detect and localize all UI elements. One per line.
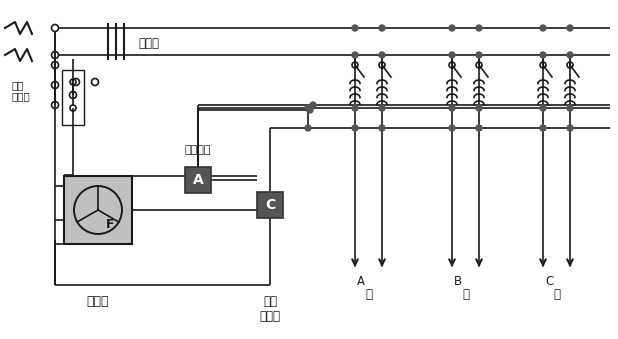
Circle shape [305,125,311,131]
Text: C: C [265,198,275,212]
Circle shape [305,105,311,111]
Circle shape [540,25,546,31]
Text: A: A [193,173,203,187]
Circle shape [476,52,482,58]
Circle shape [567,125,573,131]
Circle shape [379,25,385,31]
Text: B: B [454,275,462,288]
Circle shape [352,25,358,31]
Text: C: C [545,275,553,288]
Text: 引込
接続点: 引込 接続点 [12,80,31,102]
Circle shape [476,25,482,31]
Circle shape [449,25,455,31]
Circle shape [379,105,385,111]
Bar [257,192,283,218]
Bar [185,167,211,193]
Circle shape [540,125,546,131]
Circle shape [449,52,455,58]
Circle shape [352,52,358,58]
Bar [64,176,132,244]
Circle shape [307,107,313,113]
Circle shape [310,102,316,108]
Text: 音響装置: 音響装置 [185,145,211,155]
Bar [62,70,84,125]
Circle shape [476,125,482,131]
Circle shape [567,52,573,58]
Circle shape [449,105,455,111]
Circle shape [379,125,385,131]
Text: 変流器: 変流器 [138,37,159,50]
Text: F: F [106,218,114,231]
Text: 棵: 棵 [462,288,469,301]
Circle shape [352,125,358,131]
Circle shape [540,105,546,111]
Text: 受信機: 受信機 [87,295,109,308]
Text: 棵: 棵 [365,288,372,301]
Circle shape [567,105,573,111]
Circle shape [567,25,573,31]
Circle shape [540,52,546,58]
Circle shape [379,52,385,58]
Circle shape [449,125,455,131]
Text: A: A [357,275,365,288]
Circle shape [352,105,358,111]
Circle shape [476,105,482,111]
Text: 棵: 棵 [553,288,560,301]
Text: 専用
開閉器: 専用 開閉器 [260,295,281,323]
